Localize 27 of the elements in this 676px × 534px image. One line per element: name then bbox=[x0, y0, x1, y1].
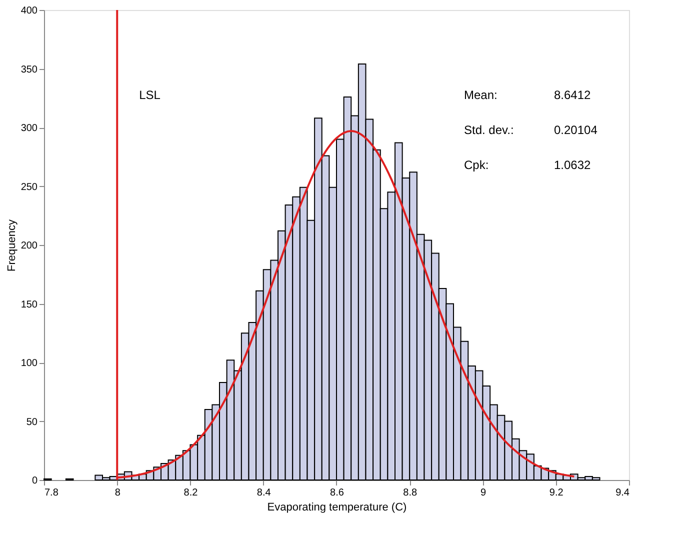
ref-line-label: LSL bbox=[139, 88, 161, 102]
annotation: Std. dev.: bbox=[464, 123, 514, 137]
x-tick-label: 8.6 bbox=[330, 488, 344, 498]
y-tick-label: 150 bbox=[20, 299, 38, 310]
x-tick-label: 8.4 bbox=[256, 488, 272, 498]
annotation: 8.6412 bbox=[554, 88, 592, 102]
x-tick-label: 8.2 bbox=[184, 488, 198, 498]
y-tick-label: 300 bbox=[20, 123, 38, 134]
y-tick-label: 100 bbox=[20, 358, 38, 369]
x-tick-label: 7.8 bbox=[44, 488, 59, 498]
y-axis-title: Frequency bbox=[6, 219, 18, 272]
annotation: Mean: bbox=[464, 88, 498, 102]
y-tick-label: 200 bbox=[20, 240, 38, 252]
y-tick-label: 0 bbox=[32, 476, 38, 486]
y-tick-label: 250 bbox=[20, 182, 38, 193]
x-tick-label: 8.8 bbox=[403, 488, 418, 498]
x-axis-title: Evaporating temperature (C) bbox=[267, 502, 407, 514]
y-tick-label: 50 bbox=[26, 416, 38, 428]
annotation: Cpk: bbox=[464, 158, 489, 172]
y-tick-label: 350 bbox=[20, 64, 38, 76]
annotation: 0.20104 bbox=[554, 123, 598, 137]
x-tick-label: 8 bbox=[114, 488, 121, 498]
y-tick-label: 400 bbox=[20, 6, 38, 16]
x-tick-label: 9 bbox=[480, 488, 486, 498]
x-tick-label: 9.2 bbox=[549, 488, 564, 498]
annotation: 1.0632 bbox=[554, 158, 592, 172]
x-tick-label: 9.4 bbox=[616, 488, 630, 498]
